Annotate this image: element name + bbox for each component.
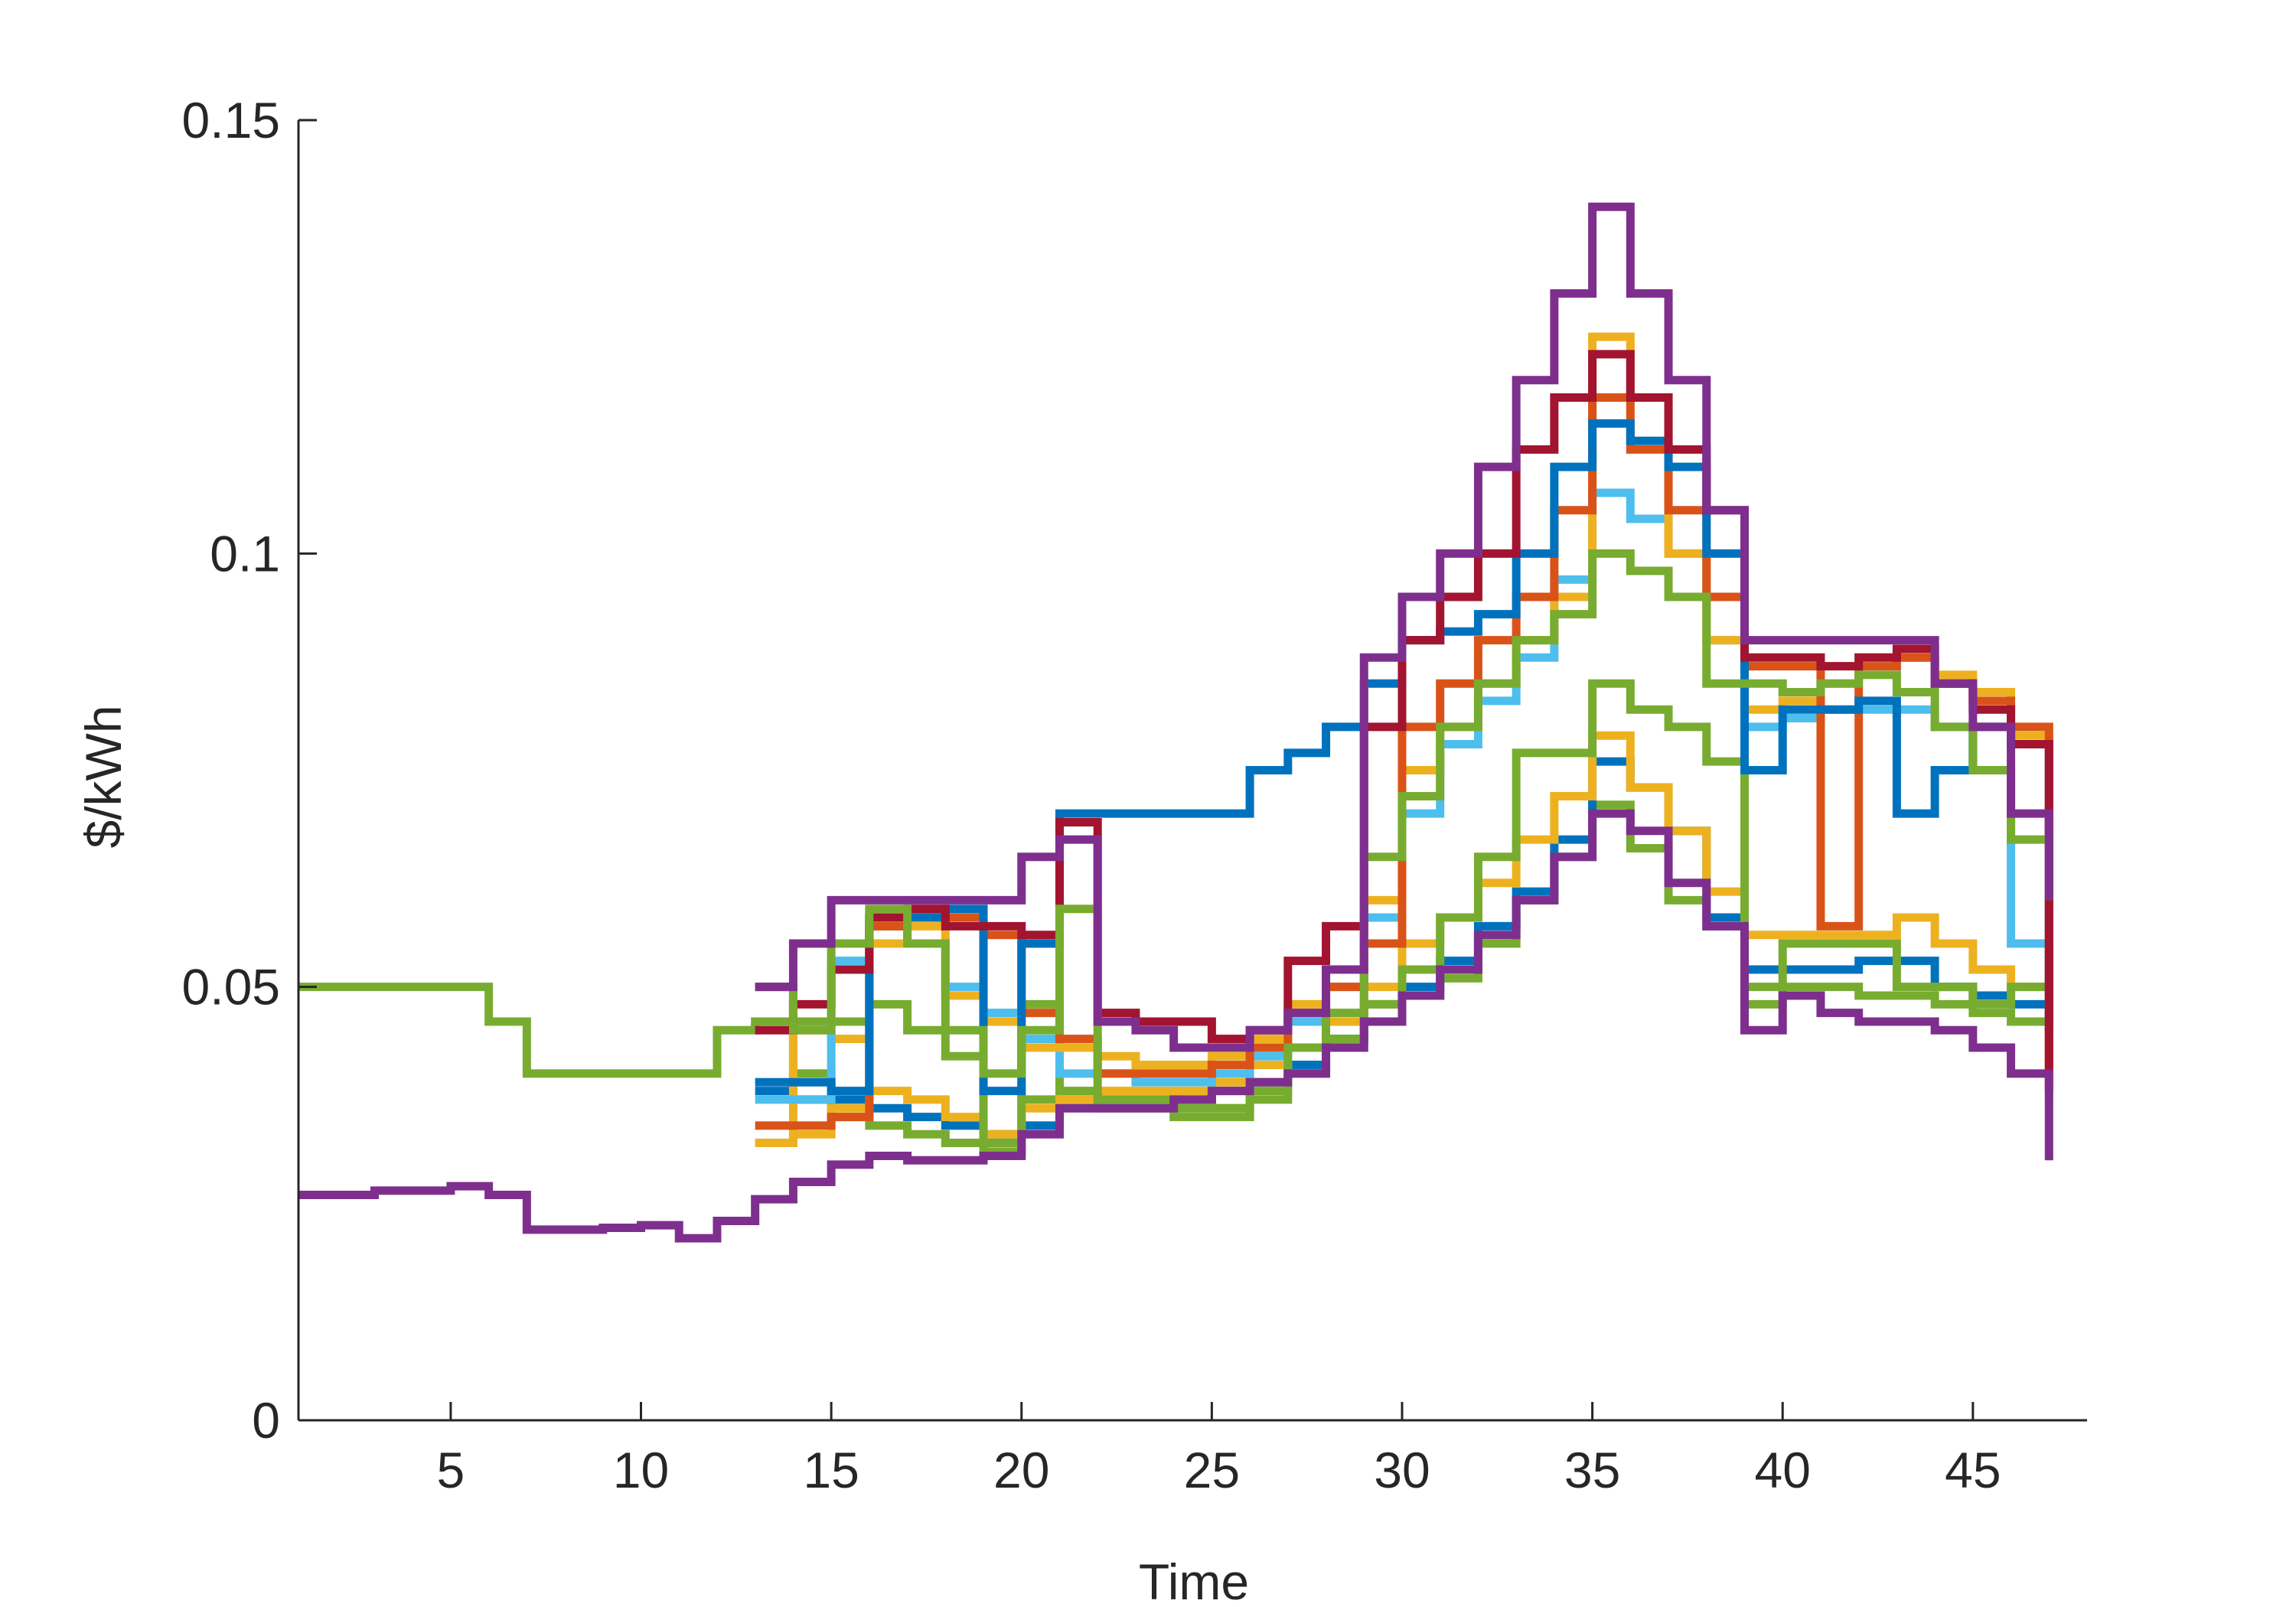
y-tick-label: 0: [252, 1392, 280, 1449]
x-tick-label: 30: [1374, 1442, 1430, 1498]
x-tick-label: 10: [613, 1442, 669, 1498]
y-axis-label: $/kWh: [75, 705, 132, 848]
x-tick-label: 35: [1564, 1442, 1620, 1498]
stair-line: [298, 809, 2053, 1243]
stair-line: [755, 350, 2053, 1091]
y-tick-label: 0.05: [182, 959, 280, 1015]
stair-line: [755, 419, 2053, 1096]
x-tick-label: 15: [803, 1442, 859, 1498]
stair-line: [755, 549, 2053, 1113]
x-tick-label: 45: [1945, 1442, 2001, 1498]
y-tick-label: 0.15: [182, 92, 280, 148]
x-axis-label: Time: [1139, 1553, 1249, 1607]
y-tick-label: 0.1: [210, 525, 280, 582]
x-tick-label: 25: [1184, 1442, 1240, 1498]
x-tick-label: 20: [993, 1442, 1049, 1498]
stair-line: [755, 731, 2053, 1148]
x-tick-label: 40: [1755, 1442, 1811, 1498]
x-tick-label: 5: [437, 1442, 465, 1498]
stair-line: [755, 202, 2053, 1052]
